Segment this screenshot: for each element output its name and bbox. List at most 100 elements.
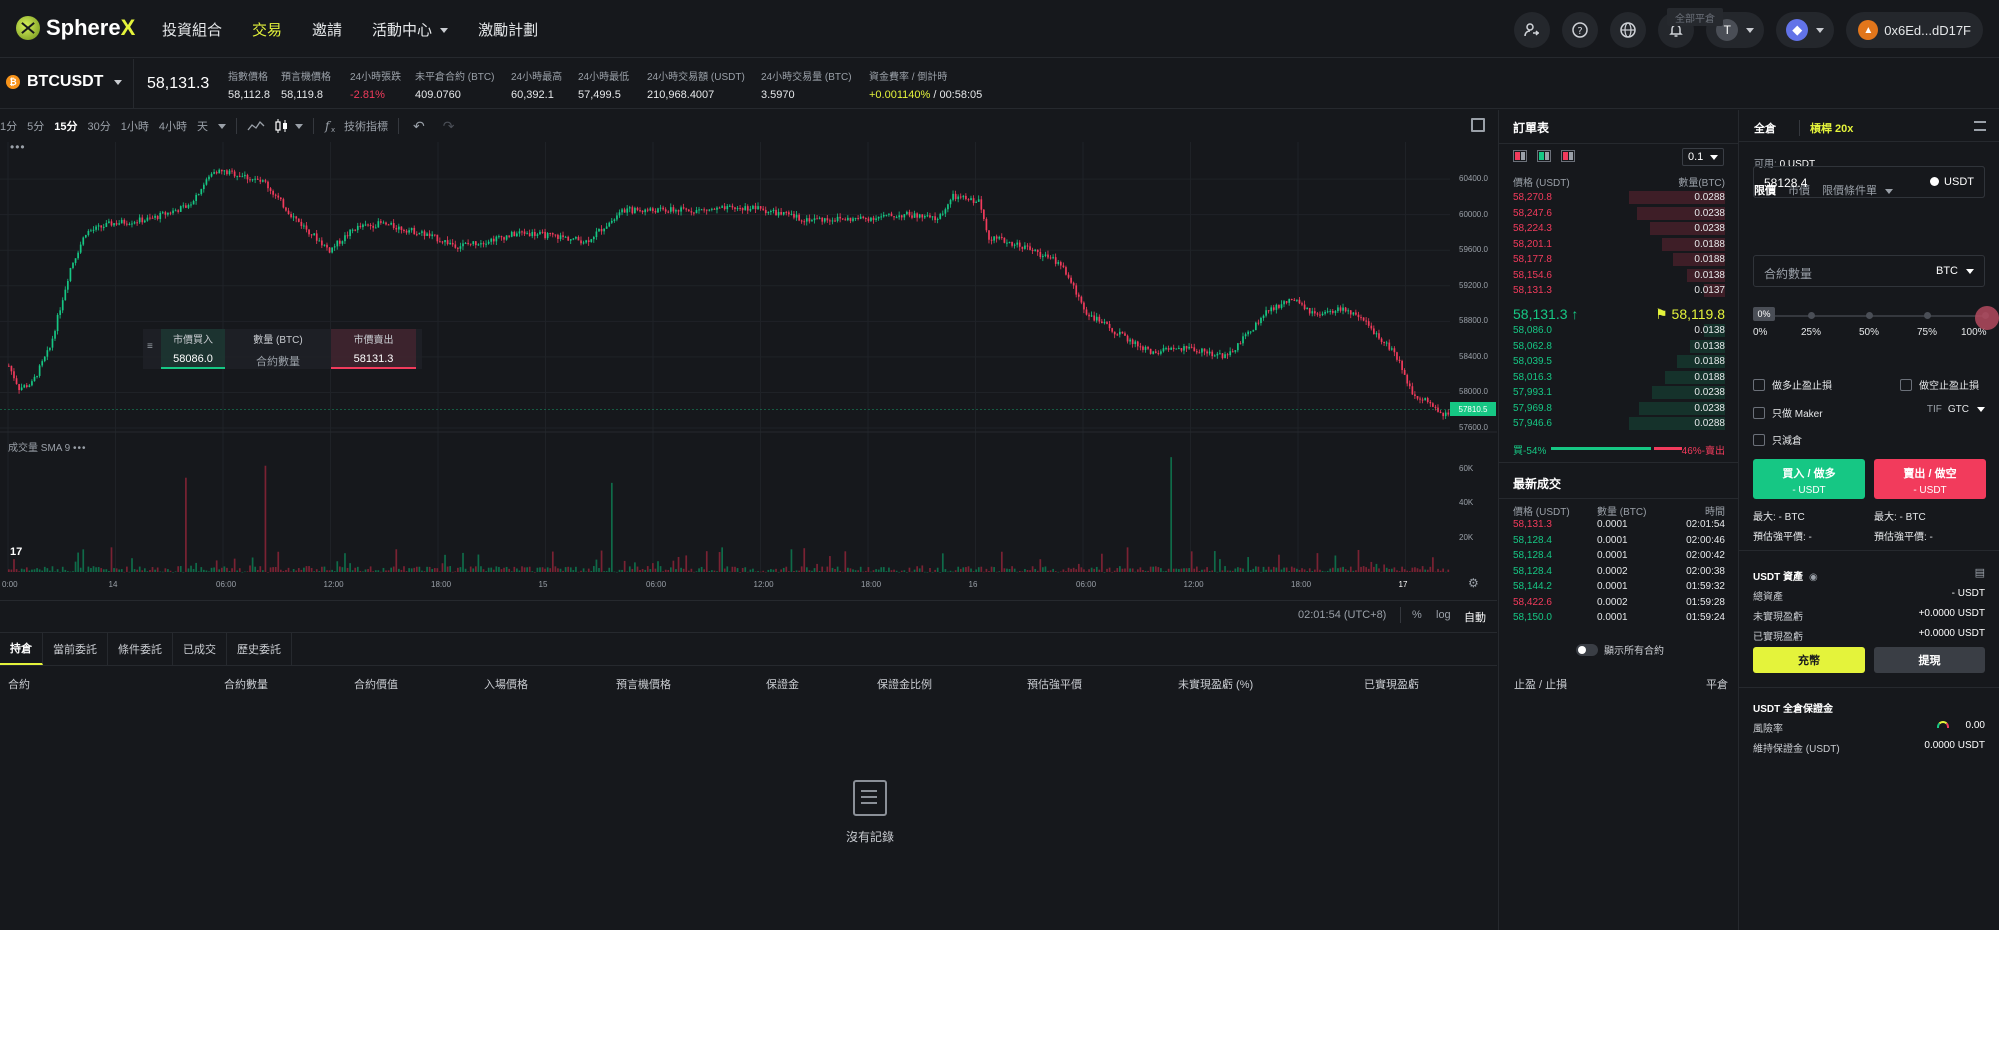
timeframe-4[interactable]: 1小時 — [120, 121, 149, 133]
wallet-button[interactable]: ▲ 0x6Ed...dD17F — [1846, 12, 1983, 48]
ask-row[interactable]: 58,247.6 0.0238 — [1499, 206, 1739, 221]
show-all-contracts[interactable]: 顯示所有合約 — [1576, 642, 1664, 657]
chevron-down-icon[interactable] — [218, 123, 226, 129]
price-chart[interactable]: ••• 60400.0 60000.0 59600.0 59200.0 58800.0 5… — [0, 140, 1497, 600]
menu-icon[interactable]: ≡ — [147, 341, 153, 352]
auto-scale-toggle[interactable]: 自動 — [1464, 612, 1486, 624]
ask-row[interactable]: 58,201.1 0.0188 — [1499, 237, 1739, 252]
eye-icon[interactable]: ◉ — [1809, 572, 1818, 583]
line-chart-icon[interactable] — [247, 120, 265, 132]
bid-row[interactable]: 58,039.5 0.0188 — [1499, 354, 1739, 369]
candle — [1111, 328, 1114, 332]
deposit-button[interactable]: 充幣 — [1753, 647, 1865, 673]
redo-icon[interactable]: ↷ — [442, 117, 455, 134]
long-tpsl-checkbox[interactable]: 做多止盈止損 — [1753, 377, 1832, 392]
candle — [641, 210, 644, 213]
max-sell: 最大: - BTC — [1874, 512, 1926, 523]
candle — [1429, 401, 1432, 404]
candle — [675, 210, 677, 212]
tab-filled[interactable]: 已成交 — [173, 633, 227, 665]
book-asks-icon[interactable] — [1561, 150, 1575, 162]
ticker-stat-value: +0.001140% / 00:58:05 — [869, 89, 982, 101]
chain-select[interactable]: ◆ — [1776, 12, 1835, 48]
nav-portfolio[interactable]: 投資組合 — [162, 21, 223, 39]
withdraw-button[interactable]: 提現 — [1874, 647, 1985, 673]
chevron-down-icon[interactable] — [295, 123, 303, 129]
tab-order-history[interactable]: 歷史委託 — [227, 633, 292, 665]
volume-bar — [988, 571, 990, 572]
bid-row[interactable]: 57,969.8 0.0238 — [1499, 401, 1739, 416]
quantity-unit-select[interactable]: BTC — [1936, 265, 1974, 277]
timeframe-6[interactable]: 天 — [197, 121, 208, 133]
candle — [33, 376, 36, 382]
quick-qty-input[interactable]: 數量 (BTC) 合約數量 — [227, 329, 329, 369]
limit-price-field[interactable]: 58128.4 USDT — [1753, 166, 1985, 198]
tab-positions[interactable]: 持倉 — [0, 633, 43, 665]
timeframe-1[interactable]: 5分 — [27, 121, 45, 133]
tab-market[interactable]: 市價 — [1788, 185, 1810, 197]
book-bids-icon[interactable] — [1537, 150, 1551, 162]
bid-row[interactable]: 58,062.8 0.0138 — [1499, 339, 1739, 354]
tab-open-orders[interactable]: 當前委託 — [43, 633, 108, 665]
tif-select[interactable]: TIF GTC — [1927, 404, 1985, 415]
candle — [215, 172, 218, 174]
bid-row[interactable]: 57,993.1 0.0238 — [1499, 385, 1739, 400]
nav-events[interactable]: 活動中心 — [372, 19, 449, 40]
gear-icon[interactable]: ⚙ — [1468, 576, 1479, 590]
log-scale-toggle[interactable]: log — [1436, 609, 1451, 621]
pair-select[interactable]: ₿ BTCUSDT — [6, 73, 123, 91]
slider-handle[interactable] — [1975, 306, 1999, 330]
tab-limit[interactable]: 限價 — [1754, 185, 1776, 197]
ask-row[interactable]: 58,154.6 0.0138 — [1499, 268, 1739, 283]
candle — [980, 199, 983, 210]
cross-margin-button[interactable]: 全倉 — [1754, 123, 1776, 135]
nav-invite[interactable]: 邀請 — [312, 21, 343, 39]
maker-only-checkbox[interactable]: 只做 Maker — [1753, 405, 1823, 420]
buy-long-button[interactable]: 買入 / 做多 - USDT — [1753, 459, 1865, 499]
bid-row[interactable]: 57,946.6 0.0288 — [1499, 416, 1739, 431]
timeframe-0[interactable]: 1分 — [0, 121, 18, 133]
document-icon[interactable]: ▤ — [1974, 567, 1985, 579]
reduce-only-checkbox[interactable]: 只減倉 — [1753, 432, 1802, 447]
sell-short-button[interactable]: 賣出 / 做空 - USDT — [1874, 459, 1986, 499]
ask-row[interactable]: 58,131.3 0.0137 — [1499, 283, 1739, 298]
bid-row[interactable]: 58,016.3 0.0188 — [1499, 370, 1739, 385]
short-tpsl-checkbox[interactable]: 做空止盈止損 — [1900, 377, 1979, 392]
volume-bar — [1101, 553, 1103, 572]
candlestick-icon[interactable] — [273, 119, 291, 133]
tab-conditional[interactable]: 限價條件單 — [1822, 182, 1893, 198]
buy-sell-ratio: 買-54% 46%-賣出 — [1513, 442, 1725, 457]
ask-row[interactable]: 58,177.8 0.0188 — [1499, 252, 1739, 267]
account-switch-button[interactable] — [1514, 12, 1551, 48]
leverage-button[interactable]: 槓桿 20x — [1799, 120, 1853, 136]
help-button[interactable]: ? — [1562, 12, 1599, 48]
volume-bar — [15, 569, 18, 572]
market-sell-button[interactable]: 市價賣出 58131.3 — [331, 329, 416, 369]
market-buy-button[interactable]: 市價買入 58086.0 — [161, 329, 225, 369]
ask-row[interactable]: 58,270.8 0.0288 — [1499, 190, 1739, 205]
bid-row[interactable]: 58,086.0 0.0138 — [1499, 323, 1739, 338]
show-all-toggle[interactable] — [1576, 643, 1598, 656]
book-both-icon[interactable] — [1513, 150, 1527, 162]
logo[interactable]: SphereX — [16, 15, 135, 41]
quantity-field[interactable]: 合約數量 BTC — [1753, 255, 1985, 287]
quantity-slider[interactable]: 0% 0% 25% 50% 75% 100% — [1753, 306, 1999, 340]
language-button[interactable] — [1610, 12, 1647, 48]
nav-trade[interactable]: 交易 — [252, 21, 283, 39]
close-all-button[interactable]: 全部平倉 — [1667, 8, 1723, 26]
settings-sliders-icon[interactable] — [1974, 121, 1986, 131]
timeframe-3[interactable]: 30分 — [87, 121, 111, 133]
tab-conditional-orders[interactable]: 條件委託 — [108, 633, 173, 665]
ask-row[interactable]: 58,224.3 0.0238 — [1499, 221, 1739, 236]
timeframe-5[interactable]: 4小時 — [158, 121, 187, 133]
percent-scale-toggle[interactable]: % — [1412, 609, 1422, 621]
nav-incentive[interactable]: 激勵計劃 — [478, 21, 539, 39]
fullscreen-icon[interactable] — [1471, 118, 1485, 132]
tradingview-logo-icon: 17 — [10, 546, 23, 558]
indicators-button[interactable]: 技術指標 — [344, 121, 388, 133]
more-icon[interactable]: ••• — [10, 140, 26, 154]
undo-icon[interactable]: ↶ — [413, 117, 425, 134]
timeframe-2[interactable]: 15分 — [54, 121, 78, 133]
price-step-select[interactable]: 0.1 — [1682, 148, 1724, 166]
trade-row: 58,128.4 0.0001 02:00:46 — [1513, 535, 1725, 549]
